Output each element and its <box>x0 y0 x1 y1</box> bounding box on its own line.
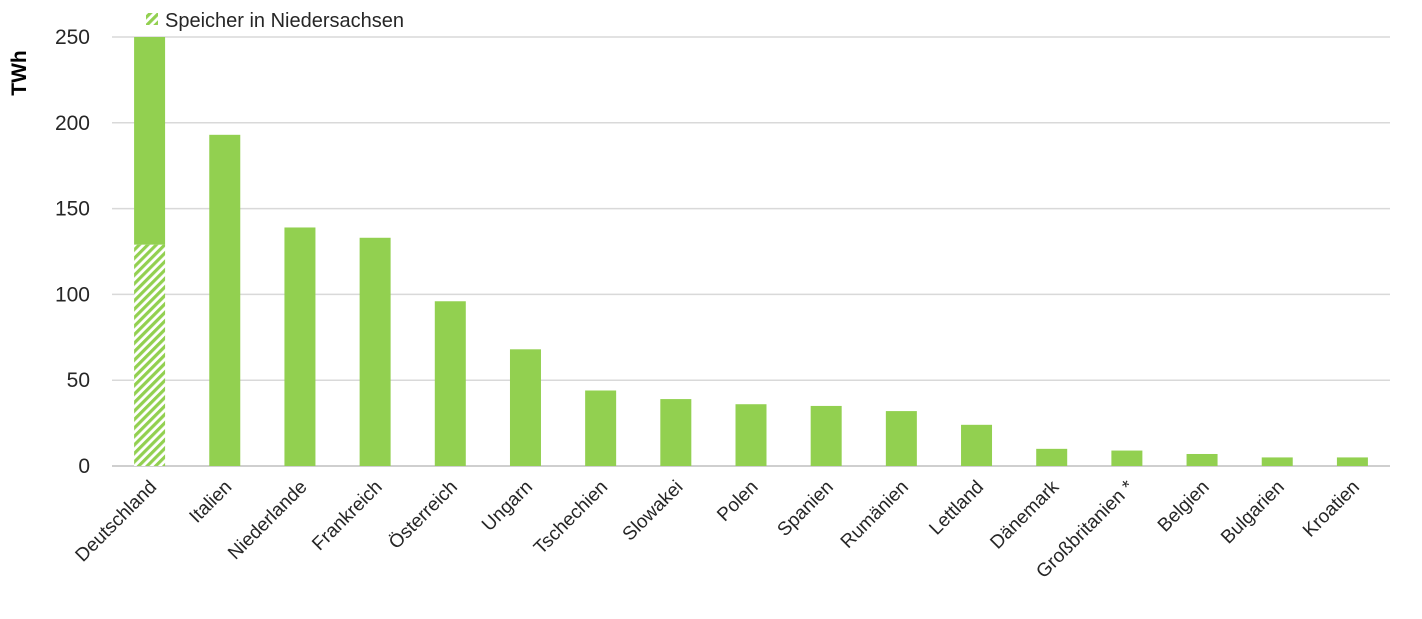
x-tick-label: Frankreich <box>308 477 386 555</box>
x-tick-label: Polen <box>713 477 762 526</box>
bar-segment <box>660 399 692 466</box>
y-tick-label: 200 <box>55 112 90 135</box>
legend-label: Speicher in Niedersachsen <box>165 10 404 32</box>
x-tick-label: Ungarn <box>478 477 537 536</box>
x-tick-label: Slowakei <box>619 477 688 546</box>
x-tick-label: Deutschland <box>72 477 162 567</box>
bar-segment <box>1186 453 1218 466</box>
bar-segment <box>1036 448 1068 466</box>
bar-segment <box>434 301 466 466</box>
y-tick-label: 250 <box>55 26 90 49</box>
y-tick-label: 100 <box>55 283 90 306</box>
bar-segment <box>961 424 993 466</box>
bars <box>134 37 1368 466</box>
y-tick-label: 0 <box>78 455 90 478</box>
bar-segment <box>585 390 617 466</box>
y-tick-label: 150 <box>55 198 90 221</box>
x-tick-label: Dänemark <box>986 476 1063 553</box>
x-tick-label: Lettland <box>925 477 988 540</box>
bar-segment <box>810 405 842 466</box>
x-tick-label: Bulgarien <box>1217 477 1289 549</box>
bar-segment <box>359 237 391 466</box>
x-tick-label: Tschechien <box>530 477 612 559</box>
x-tick-label: Belgien <box>1154 477 1214 537</box>
bar-segment-hatched <box>134 244 166 466</box>
bar-segment <box>1261 457 1293 466</box>
x-tick-label: Rumänien <box>837 477 913 553</box>
bar-segment <box>1336 457 1368 466</box>
bar-segment <box>1111 450 1143 466</box>
bar-segment <box>735 404 767 466</box>
bar-segment <box>134 37 166 245</box>
bar-segment <box>509 349 541 466</box>
bar-segment <box>885 411 917 466</box>
bar-segment <box>209 134 241 466</box>
y-axis-label: TWh <box>8 50 31 95</box>
gridlines <box>112 36 1390 467</box>
legend-swatch <box>146 13 158 25</box>
bar-segment <box>284 227 316 466</box>
x-tick-label: Kroatien <box>1299 477 1364 542</box>
legend: Speicher in Niedersachsen <box>146 10 404 32</box>
y-tick-label: 50 <box>67 369 90 392</box>
x-tick-label: Spanien <box>774 477 838 541</box>
x-tick-label: Italien <box>186 477 237 528</box>
x-tick-label: Niederlande <box>224 477 311 564</box>
x-tick-label: Österreich <box>385 477 462 554</box>
y-axis-ticks: 0 50 100 150 200 250 <box>55 26 90 478</box>
x-axis-ticks: Deutschland ItalienNiederlandeFrankreichÖ… <box>72 476 1364 582</box>
